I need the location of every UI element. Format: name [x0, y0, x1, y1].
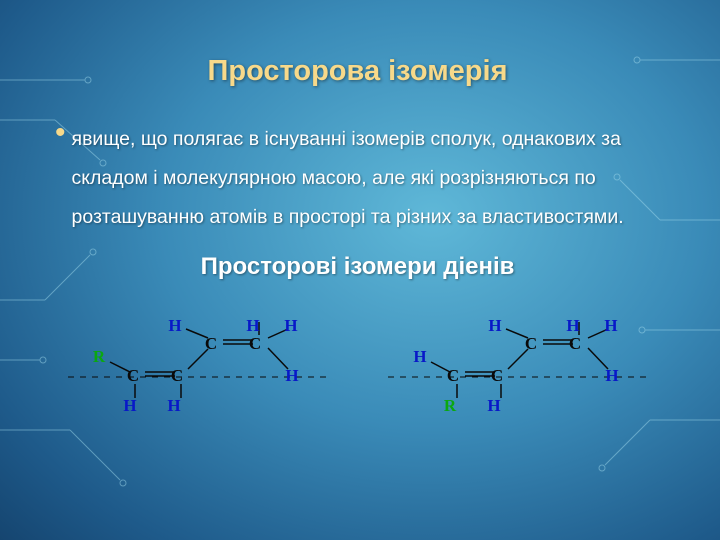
- bullet-dot-icon: •: [55, 122, 66, 144]
- molecule-diagrams: RCHCHHCCHHH HCRCHHCCHHH: [55, 289, 660, 419]
- svg-text:H: H: [566, 316, 579, 335]
- svg-text:H: H: [605, 366, 618, 385]
- subheading: Просторові ізомери діенів: [55, 253, 660, 281]
- svg-text:H: H: [488, 316, 501, 335]
- svg-text:H: H: [285, 366, 298, 385]
- svg-text:H: H: [246, 316, 259, 335]
- svg-text:C: C: [204, 334, 216, 353]
- svg-text:C: C: [524, 334, 536, 353]
- svg-text:H: H: [284, 316, 297, 335]
- svg-text:C: C: [126, 366, 138, 385]
- svg-text:C: C: [446, 366, 458, 385]
- svg-text:H: H: [413, 347, 426, 366]
- slide-title: Просторова ізомерія: [55, 55, 660, 88]
- molecule-left: RCHCHHCCHHH: [63, 289, 333, 419]
- svg-text:H: H: [167, 396, 180, 415]
- bullet-text: явище, що полягає в існуванні ізомерів с…: [72, 120, 660, 237]
- svg-text:C: C: [170, 366, 182, 385]
- molecule-right: HCRCHHCCHHH: [383, 289, 653, 419]
- svg-text:C: C: [248, 334, 260, 353]
- svg-text:H: H: [604, 316, 617, 335]
- slide-content: Просторова ізомерія • явище, що полягає …: [0, 0, 720, 540]
- svg-text:R: R: [92, 347, 105, 366]
- svg-text:C: C: [490, 366, 502, 385]
- bullet-row: • явище, що полягає в існуванні ізомерів…: [55, 120, 660, 237]
- svg-text:H: H: [487, 396, 500, 415]
- svg-text:H: H: [168, 316, 181, 335]
- svg-text:C: C: [568, 334, 580, 353]
- svg-text:R: R: [443, 396, 456, 415]
- svg-text:H: H: [123, 396, 136, 415]
